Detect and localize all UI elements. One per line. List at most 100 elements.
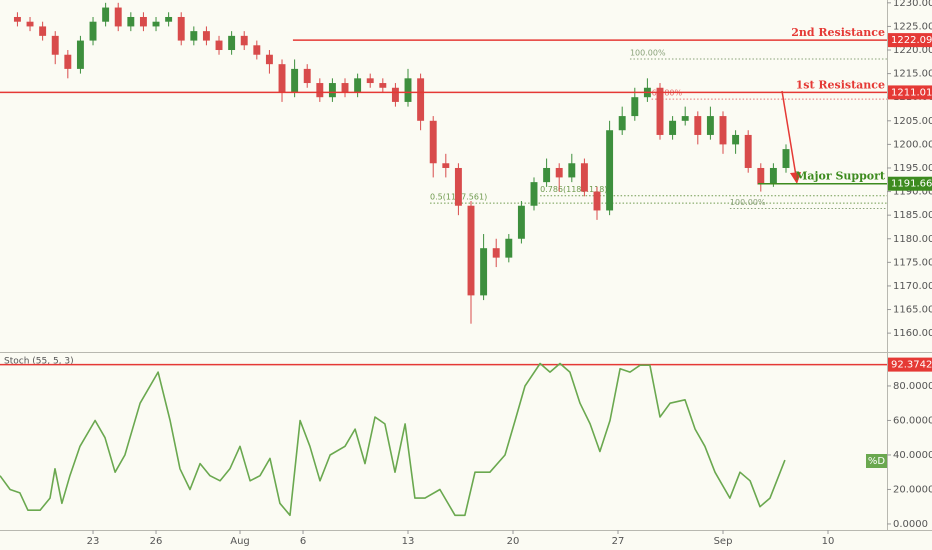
candle-body [202, 31, 210, 41]
candle-body [26, 21, 34, 27]
x-tick-label: 26 [150, 536, 163, 547]
y-tick-label: 1190.000 [893, 187, 932, 198]
candle-body [278, 64, 286, 93]
candle-body [316, 83, 324, 98]
y-tick-label: 1205.000 [893, 116, 932, 127]
candle-body [681, 116, 689, 121]
x-tick-label: Aug [230, 536, 250, 547]
candle-body [341, 83, 349, 93]
candle-body [593, 191, 601, 211]
candle-body [543, 167, 551, 183]
candle-body [76, 40, 84, 69]
level-value-box [888, 357, 932, 372]
candle-body [13, 16, 21, 22]
candle-body [669, 120, 677, 135]
candle-body [64, 54, 72, 69]
candle-body [303, 68, 311, 84]
x-tick-label: 27 [612, 536, 625, 547]
candle-body [139, 16, 147, 27]
x-tick-label: 10 [822, 536, 835, 547]
y-tick-label: 1165.000 [893, 305, 932, 316]
candle-body [39, 26, 47, 36]
candle-body [618, 116, 626, 131]
y-tick-label: 1225.000 [893, 21, 932, 32]
candle-body [480, 248, 488, 296]
x-tick-label: 6 [300, 536, 306, 547]
legend-label: %D [868, 456, 886, 467]
candle-body [89, 21, 97, 41]
candle-body [177, 16, 185, 41]
level-name: Major Support [795, 170, 886, 183]
candle-body [732, 134, 740, 145]
candle-body [152, 21, 160, 27]
candle-body [606, 130, 614, 211]
candle-body [102, 7, 110, 22]
indicator-title: Stoch (55, 5, 3) [4, 357, 74, 367]
candle-body [769, 167, 777, 185]
arrow-head [790, 172, 801, 184]
candle-body [757, 167, 765, 185]
candle-body [215, 40, 223, 51]
candle-body [379, 83, 387, 88]
candle-body [568, 163, 576, 178]
x-tick-label: 13 [402, 536, 415, 547]
candle-body [240, 35, 248, 46]
candle-body [291, 68, 299, 93]
series-line [0, 362, 786, 517]
fib-label: 0.786(1189.118) [540, 185, 607, 194]
level-value-box [888, 33, 932, 48]
candle-body [366, 78, 374, 84]
candle-body [694, 116, 702, 135]
y-tick-label: 1230.000 [893, 0, 932, 9]
fib-label: 100.00% [630, 48, 666, 57]
level-value-box [888, 176, 932, 191]
y-tick-label: 1160.000 [893, 328, 932, 339]
y-tick-label: 60.0000 [893, 415, 932, 426]
y-tick-label: 20.0000 [893, 484, 932, 495]
candle-body [265, 54, 273, 65]
candle-body [656, 87, 664, 135]
candle-body [114, 7, 122, 27]
y-tick-label: 1200.000 [893, 139, 932, 150]
y-tick-label: 1175.000 [893, 257, 932, 268]
y-tick-label: 1195.000 [893, 163, 932, 174]
fib-label: 100.00% [730, 198, 766, 207]
y-tick-label: 40.0000 [893, 450, 932, 461]
candle-body [580, 163, 588, 192]
candle-body [744, 134, 752, 168]
candle-body [530, 182, 538, 206]
candle-body [354, 78, 362, 93]
candle-body [253, 45, 261, 55]
level-value-box [888, 85, 932, 100]
candle-body [190, 31, 198, 41]
candle-body [228, 35, 236, 51]
legend-box [866, 454, 887, 468]
level-value: 1222.099 [891, 35, 932, 46]
candle-body [454, 167, 462, 206]
candle-body [165, 16, 173, 22]
candle-body [404, 78, 412, 102]
y-tick-label: 80.0000 [893, 381, 932, 392]
arrow [781, 90, 797, 177]
level-value: 92.3742 [891, 360, 932, 371]
x-tick-label: Sep [714, 536, 733, 547]
x-tick-label: 20 [507, 536, 520, 547]
y-tick-label: 0.0000 [893, 519, 928, 530]
level-value: 1211.011 [891, 87, 932, 98]
y-tick-label: 1220.000 [893, 45, 932, 56]
candle-body [417, 78, 425, 121]
y-tick-label: 1170.000 [893, 281, 932, 292]
candle-body [505, 238, 513, 258]
candle-body [467, 205, 475, 296]
y-tick-label: 1180.000 [893, 234, 932, 245]
candle-body [782, 149, 790, 168]
y-tick-label: 1185.000 [893, 210, 932, 221]
candle-body [51, 35, 59, 55]
level-name: 2nd Resistance [791, 26, 885, 39]
candle-body [631, 97, 639, 117]
candle-body [429, 120, 437, 164]
candle-body [391, 87, 399, 102]
candle-body [719, 116, 727, 145]
